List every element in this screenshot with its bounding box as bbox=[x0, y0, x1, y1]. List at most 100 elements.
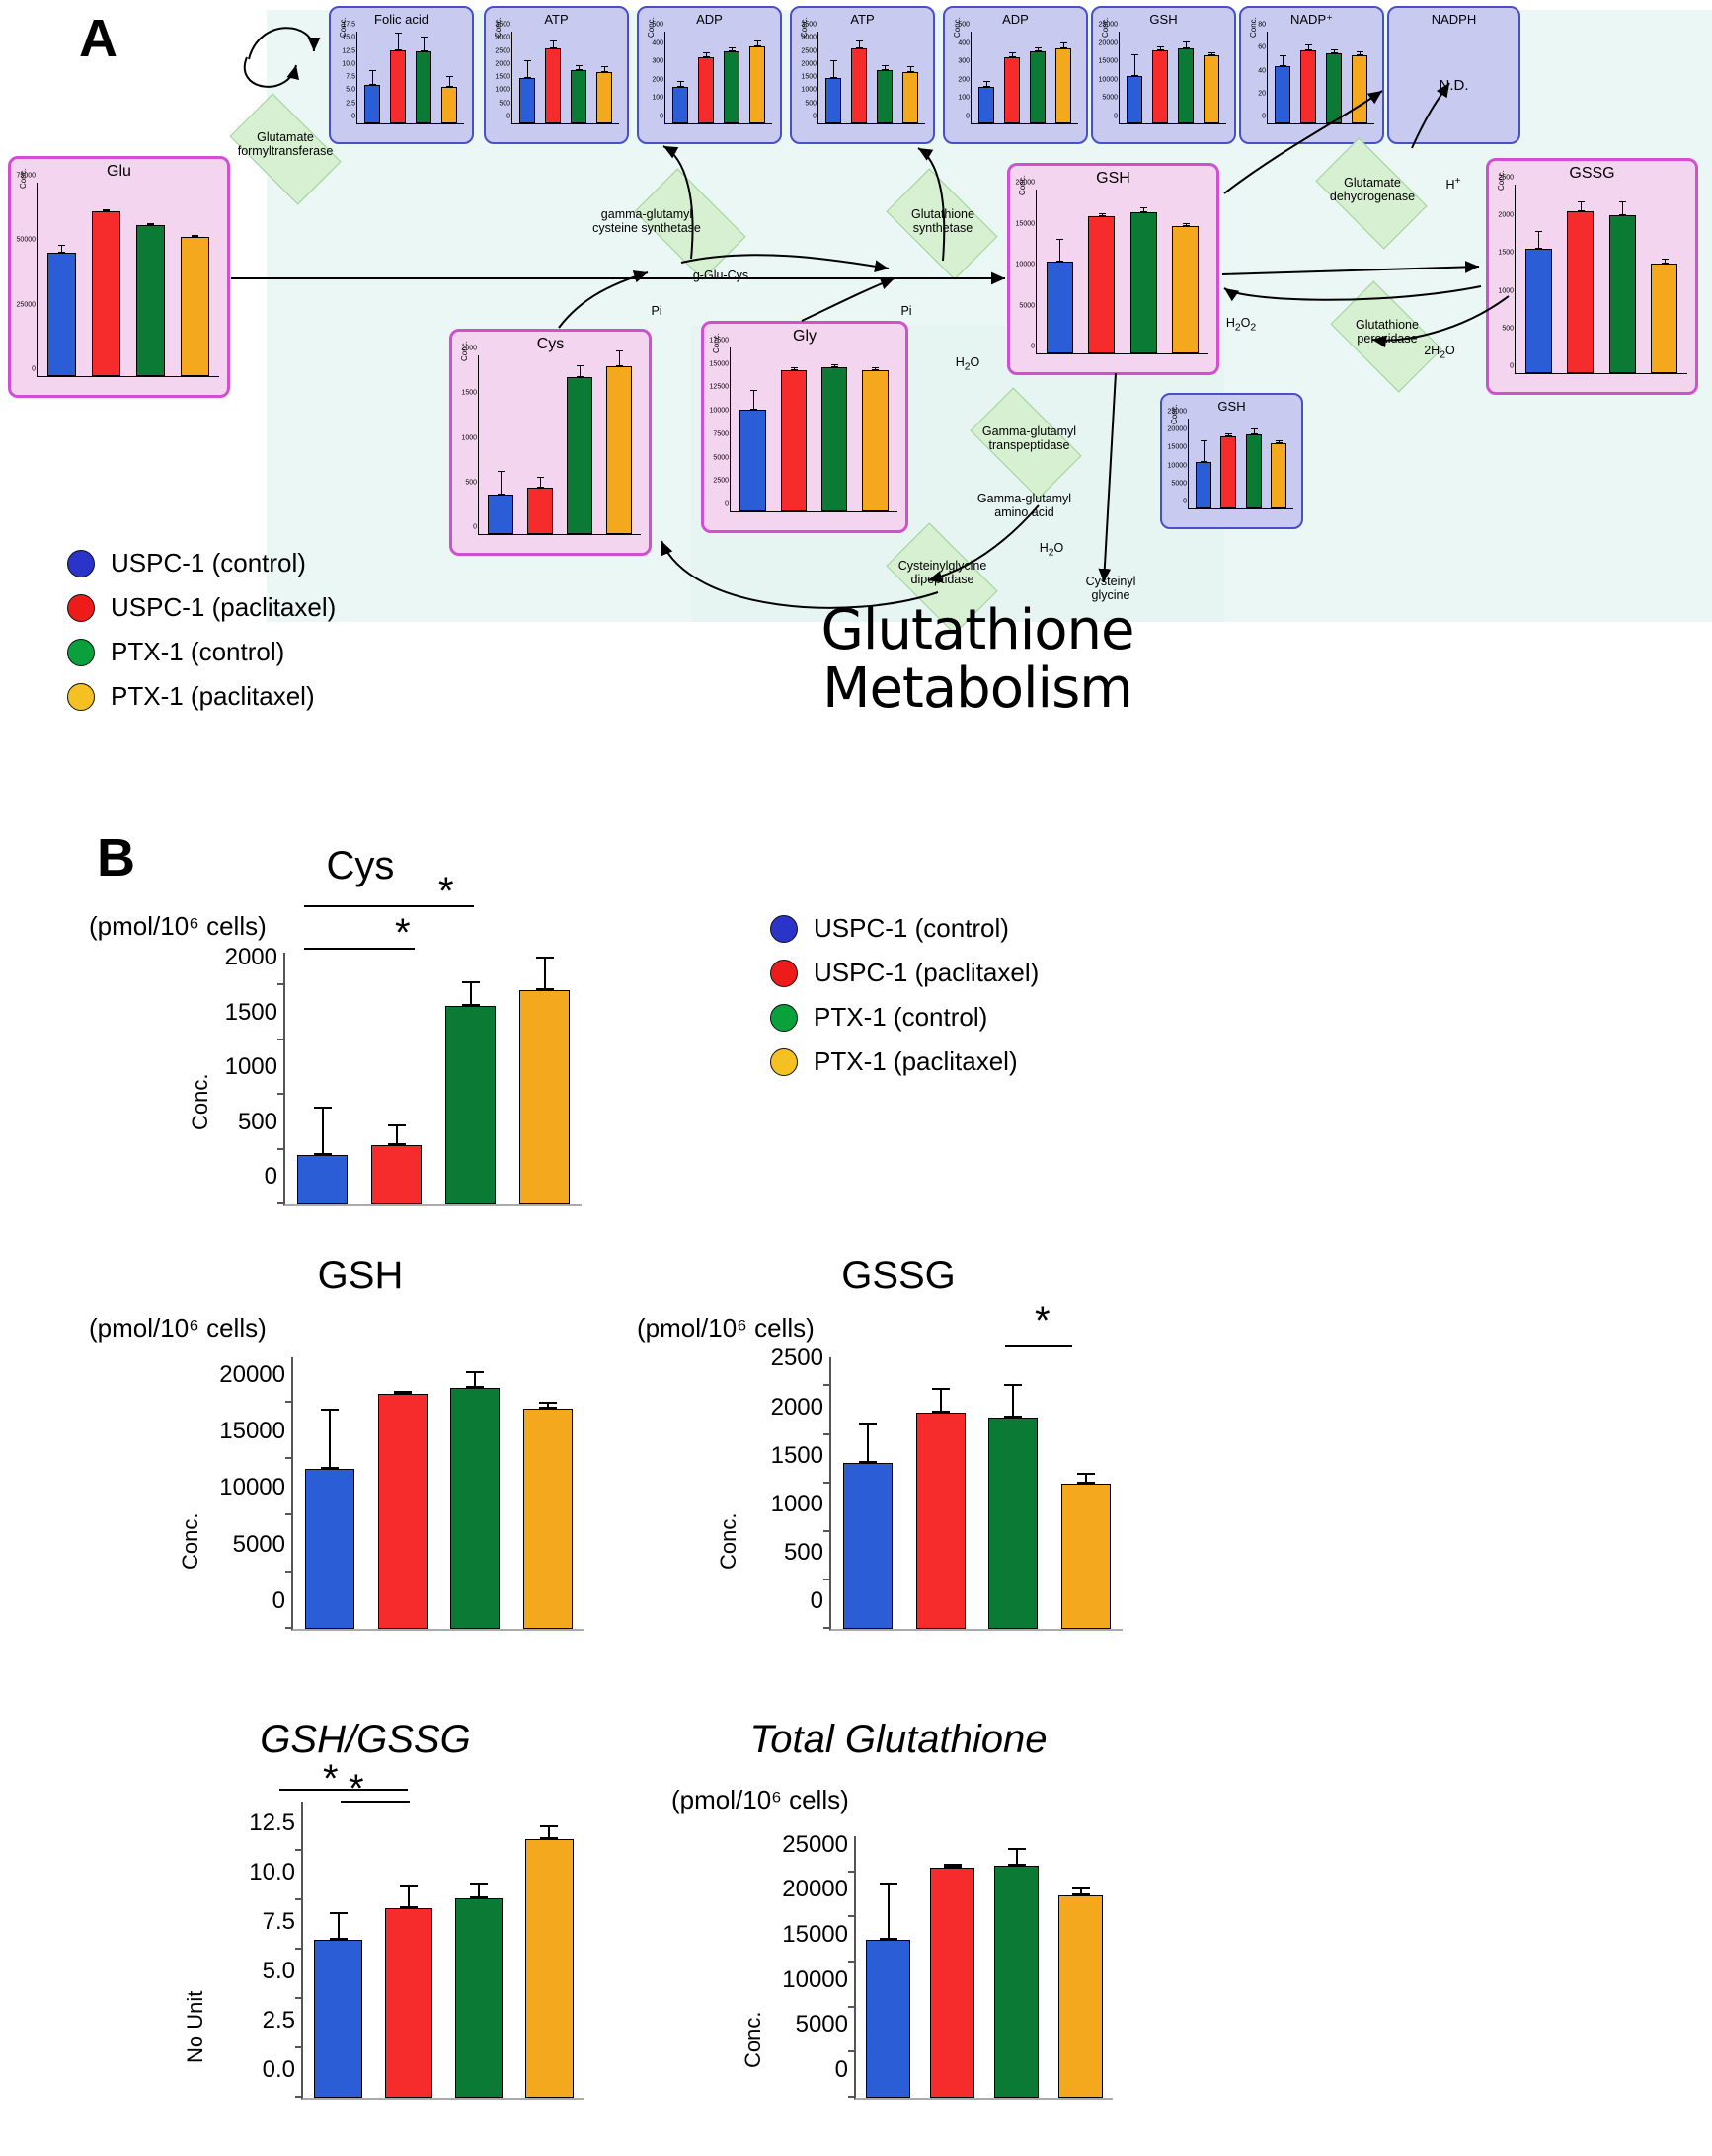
node-title: ADP bbox=[696, 12, 723, 27]
node-nadp: NADP⁺ Conc. 0 20 40 60 80 bbox=[1239, 6, 1384, 144]
mini-bar bbox=[697, 51, 715, 123]
mini-plot-area: 0 500 1000 1500 2000 bbox=[461, 346, 641, 535]
node-title: Glu bbox=[107, 163, 131, 180]
significance-star: * bbox=[438, 870, 454, 913]
mini-bar bbox=[518, 59, 536, 123]
bar-fill bbox=[297, 1155, 348, 1204]
bar-fill bbox=[842, 1463, 893, 1629]
bar bbox=[1061, 1472, 1112, 1629]
chart-cys: Cys (pmol/10⁶ cells) Conc. 0 500 1000 1500 2… bbox=[89, 844, 632, 1259]
mini-chart: Conc. 0 2.5 5.0 7.5 10.0 12.5 15.0 17.5 bbox=[331, 17, 470, 138]
mini-bar bbox=[723, 47, 740, 123]
y-axis-tick-mark bbox=[277, 1202, 285, 1204]
mini-bar bbox=[363, 69, 381, 123]
panel-a: A Folic acid Conc. 0 2.5 5.0 7.5 10.0 12.5 15.0… bbox=[0, 0, 1712, 780]
mini-bars bbox=[1270, 32, 1372, 123]
mini-y-tick: 2000 bbox=[495, 60, 510, 68]
y-axis-tick-label: 1500 bbox=[224, 998, 277, 1026]
pathway-title: Glutathione Metabolism bbox=[820, 598, 1135, 721]
bars bbox=[285, 953, 582, 1204]
mini-y-tick: 20000 bbox=[1167, 425, 1187, 433]
mini-y-tick: 12500 bbox=[709, 383, 729, 391]
label-pi-2: Pi bbox=[900, 304, 912, 318]
y-axis-tick-label: 500 bbox=[783, 1538, 823, 1566]
plot-area: 0 5000 10000 15000 20000 25000 bbox=[782, 1831, 1113, 2100]
plot-area: 0 500 1000 1500 2000 2500 bbox=[771, 1345, 1123, 1631]
mini-y-tick: 0 bbox=[725, 500, 729, 508]
legend-swatch-icon bbox=[67, 549, 95, 578]
mini-y-tick: 500 bbox=[1502, 325, 1514, 333]
label-h-plus: H+ bbox=[1445, 176, 1461, 192]
panel-a-letter: A bbox=[79, 9, 117, 68]
y-axis-tick-mark bbox=[848, 2050, 856, 2053]
mini-y-tick: 300 bbox=[652, 57, 663, 65]
node-title: Gly bbox=[793, 328, 817, 345]
mini-y-tick: 2000 bbox=[801, 60, 817, 68]
significance-star: * bbox=[1035, 1299, 1051, 1343]
y-axis-tick-mark bbox=[823, 1578, 831, 1580]
legend-label: USPC-1 (paclitaxel) bbox=[111, 592, 337, 622]
y-axis-tick-label: 0 bbox=[834, 2056, 848, 2083]
legend-item: USPC-1 (paclitaxel) bbox=[67, 592, 336, 623]
node-nadph: NADPH N.D. bbox=[1387, 6, 1520, 144]
error-bar bbox=[1004, 1383, 1023, 1419]
error-bar bbox=[470, 1883, 489, 1898]
mini-plot-area: 0 25000 50000 75000 bbox=[17, 173, 219, 377]
mini-plot-area: 0 5000 10000 15000 20000 25000 bbox=[1168, 409, 1293, 509]
legend-swatch-icon bbox=[770, 914, 798, 943]
node-title: GSSG bbox=[1569, 165, 1615, 182]
node-title: ATP bbox=[544, 12, 569, 27]
mini-y-tick: 5000 bbox=[1102, 94, 1118, 102]
legend-item: PTX-1 (control) bbox=[67, 637, 336, 667]
mini-y-tick: 20000 bbox=[1098, 39, 1118, 47]
significance-bracket bbox=[279, 1789, 408, 1805]
mini-bar bbox=[1054, 42, 1072, 123]
chart-title: Total Glutathione bbox=[749, 1718, 1048, 1761]
mini-y-tick: 100 bbox=[958, 94, 970, 102]
node-title: ATP bbox=[850, 12, 875, 27]
mini-bar bbox=[1271, 440, 1287, 508]
mini-y-tick: 0 bbox=[32, 365, 36, 373]
mini-y-tick: 10000 bbox=[1015, 261, 1035, 269]
y-axis-tick-label: 5000 bbox=[232, 1530, 285, 1558]
y-axis-tick-mark bbox=[285, 1513, 293, 1516]
label-gamma-glutamyl-amino-acid: Gamma-glutamyl amino acid bbox=[976, 492, 1072, 520]
mini-bars bbox=[359, 32, 462, 123]
mini-y-tick: 10000 bbox=[1167, 462, 1187, 470]
chart-units: (pmol/10⁶ cells) bbox=[637, 1313, 815, 1343]
significance-bracket bbox=[304, 948, 415, 1117]
mini-bar bbox=[544, 40, 562, 123]
y-axis-tick-mark bbox=[823, 1432, 831, 1435]
plot-area: 0 5000 10000 15000 20000 bbox=[219, 1357, 584, 1631]
mini-y-tick: 0 bbox=[1183, 498, 1187, 505]
mini-y-tick: 1000 bbox=[1498, 287, 1514, 295]
mini-bar bbox=[876, 64, 894, 123]
node-atp-1: ATP Conc. 0 500 1000 1500 2000 2500 3000 3500 bbox=[484, 6, 629, 144]
legend-panel-a: USPC-1 (control) USPC-1 (paclitaxel) PTX… bbox=[67, 548, 336, 726]
mini-bar bbox=[1245, 427, 1262, 508]
legend-item: USPC-1 (control) bbox=[67, 548, 336, 578]
mini-plot-area: 0 5000 10000 15000 20000 bbox=[1016, 180, 1208, 354]
bar-fill bbox=[450, 1387, 501, 1629]
mini-y-tick: 5000 bbox=[1019, 302, 1035, 309]
mini-y-tick: 12.5 bbox=[342, 47, 355, 55]
y-axis-tick-label: 0.0 bbox=[262, 2056, 295, 2083]
error-bar bbox=[540, 1825, 559, 1839]
node-atp-2: ATP Conc. 0 500 1000 1500 2000 2500 3000 3500 bbox=[790, 6, 935, 144]
mini-y-tick: 1500 bbox=[495, 73, 510, 81]
mini-y-tick: 2500 bbox=[1498, 174, 1514, 182]
bar bbox=[450, 1370, 501, 1629]
error-bar bbox=[387, 1124, 406, 1146]
bars bbox=[303, 1802, 584, 2098]
enzyme-label-glutathione-peroxidase: Glutathione peroxidase bbox=[1356, 318, 1419, 346]
mini-bar bbox=[1195, 439, 1211, 508]
pathway-arrows bbox=[231, 27, 1510, 609]
y-axis-tick-mark bbox=[848, 1960, 856, 1963]
node-gssg: GSSG Conc. 0 500 1000 1500 2000 2500 bbox=[1486, 158, 1698, 395]
y-axis-tick-mark bbox=[295, 2046, 303, 2048]
node-gsh-top: GSH Conc. 0 5000 10000 15000 20000 25000 bbox=[1091, 6, 1236, 144]
mini-bar bbox=[820, 363, 848, 511]
mini-y-tick: 200 bbox=[652, 76, 663, 84]
mini-bar bbox=[1203, 51, 1220, 123]
y-axis-tick-label: 15000 bbox=[782, 1920, 848, 1948]
